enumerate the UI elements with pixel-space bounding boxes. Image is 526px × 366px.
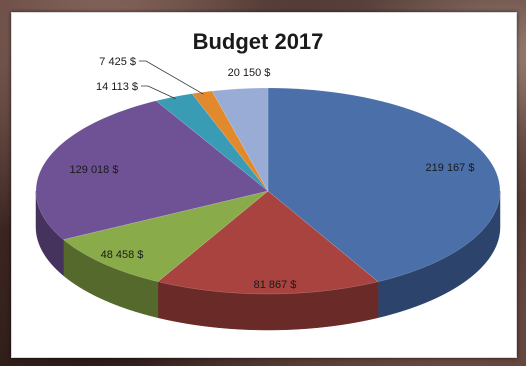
data-label: 81 867 $ bbox=[254, 279, 297, 291]
data-label: 219 167 $ bbox=[426, 162, 475, 174]
pie-slice bbox=[157, 190, 379, 295]
chart-title: Budget 2017 bbox=[193, 29, 324, 54]
label-leaders bbox=[139, 60, 204, 100]
data-label: 14 113 $ bbox=[96, 81, 138, 93]
data-label: 20 150 $ bbox=[228, 67, 271, 79]
pie-slice bbox=[35, 100, 269, 240]
pie-chart: Budget 2017 219 167 $ 81 867 $ 48 458 $ 129… bbox=[35, 29, 501, 331]
pie-sides bbox=[35, 190, 501, 331]
pie-slice bbox=[267, 87, 501, 282]
pie-slices bbox=[35, 87, 501, 295]
pie-slice bbox=[62, 190, 269, 282]
pie-slice bbox=[211, 87, 269, 192]
data-labels: 219 167 $ 81 867 $ 48 458 $ 129 018 $ 14 113… bbox=[70, 56, 475, 291]
pie-slice bbox=[191, 90, 269, 192]
data-label: 7 425 $ bbox=[99, 56, 136, 68]
leader-line bbox=[141, 85, 176, 100]
data-label: 129 018 $ bbox=[70, 164, 119, 176]
data-label: 48 458 $ bbox=[101, 249, 144, 261]
slice-side bbox=[35, 190, 64, 277]
pie-slice bbox=[155, 93, 269, 192]
chart-panel: Budget 2017 219 167 $ 81 867 $ 48 458 $ 129… bbox=[11, 12, 517, 358]
leader-line bbox=[139, 60, 204, 95]
